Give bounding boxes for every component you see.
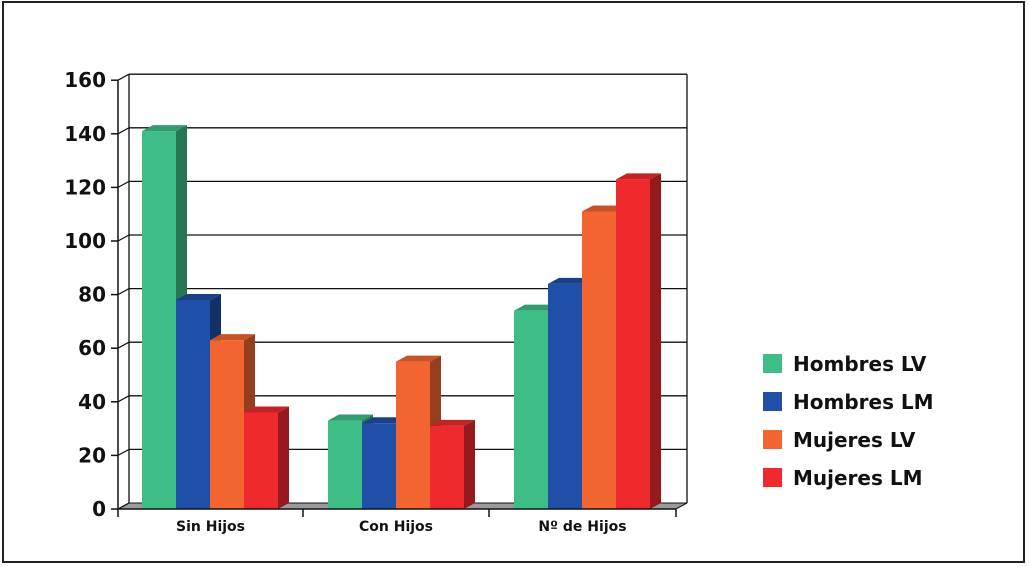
legend-item-mujeres-lv: Mujeres LV: [763, 428, 916, 452]
x-tick-label-sin-hijos: Sin Hijos: [176, 519, 245, 535]
y-tick-depth: [117, 127, 130, 135]
bar-front: [244, 412, 278, 509]
legend: Hombres LV Hombres LM Mujeres LV Mujeres LM: [763, 352, 934, 490]
x-tick-label-n-de-hijos: Nº de Hijos: [538, 519, 626, 535]
bar-side: [278, 406, 289, 509]
legend-label: Hombres LM: [793, 390, 934, 414]
bar-mujeres-lm-con-hijos: [430, 419, 475, 509]
axis-layer: 0 20 40 60 80 100 120 140 160 Sin Hijos Con Hijos N…: [64, 68, 677, 535]
bar-front: [430, 425, 464, 509]
bar-top: [142, 125, 187, 132]
y-tick-depth: [117, 395, 130, 403]
bar-top: [328, 414, 373, 421]
y-tick-label: 120: [64, 175, 106, 199]
bar-side: [650, 173, 661, 510]
y-tick-label: 100: [64, 229, 106, 253]
y-tick-label: 160: [64, 68, 106, 92]
legend-label: Mujeres LM: [793, 466, 923, 490]
y-tick-depth: [117, 448, 130, 456]
y-tick-depth: [117, 73, 130, 81]
bar-top: [362, 417, 407, 424]
legend-item-hombres-lm: Hombres LM: [763, 390, 934, 414]
y-tick-label: 40: [78, 390, 106, 414]
bar-top: [548, 277, 593, 284]
bar-mujeres-lm-n-de-hijos: [616, 173, 661, 510]
bar-front: [396, 361, 430, 509]
bar-side: [464, 419, 475, 509]
bar-mujeres-lv-sin-hijos: [210, 334, 255, 509]
bar-top: [430, 419, 475, 426]
bar-front: [548, 283, 582, 509]
bar-mujeres-lm-sin-hijos: [244, 406, 289, 509]
bar-front: [142, 131, 176, 509]
bar-front: [362, 423, 396, 509]
bar-top: [514, 304, 559, 311]
x-tick-label-con-hijos: Con Hijos: [359, 519, 433, 535]
bar-front: [582, 211, 616, 509]
legend-swatch: [763, 392, 782, 411]
y-tick-label: 60: [78, 336, 106, 360]
y-tick-depth: [117, 288, 130, 296]
y-tick-depth: [117, 180, 130, 188]
bar-top: [244, 406, 289, 413]
y-tick-depth: [117, 234, 130, 242]
bar-front: [328, 420, 362, 509]
y-tick-label: 140: [64, 122, 106, 146]
bar-front: [514, 310, 548, 509]
bar-top: [210, 334, 255, 341]
legend-label: Mujeres LV: [793, 428, 916, 452]
bar-top: [616, 173, 661, 180]
bar-front: [176, 299, 210, 509]
y-tick-depth: [117, 341, 130, 349]
bar-top: [396, 355, 441, 362]
bar-front: [616, 179, 650, 510]
y-tick-label: 80: [78, 283, 106, 307]
bars-layer: [142, 125, 661, 510]
y-tick-label: 0: [92, 497, 106, 521]
legend-swatch: [763, 430, 782, 449]
bar-front: [210, 340, 244, 509]
bar-top: [582, 205, 627, 212]
y-tick-label: 20: [78, 443, 106, 467]
legend-swatch: [763, 468, 782, 487]
y-tick-depth: [117, 502, 130, 510]
legend-item-hombres-lv: Hombres LV: [763, 352, 927, 376]
legend-label: Hombres LV: [793, 352, 927, 376]
legend-item-mujeres-lm: Mujeres LM: [763, 466, 923, 490]
legend-swatch: [763, 354, 782, 373]
bar-top: [176, 293, 221, 300]
